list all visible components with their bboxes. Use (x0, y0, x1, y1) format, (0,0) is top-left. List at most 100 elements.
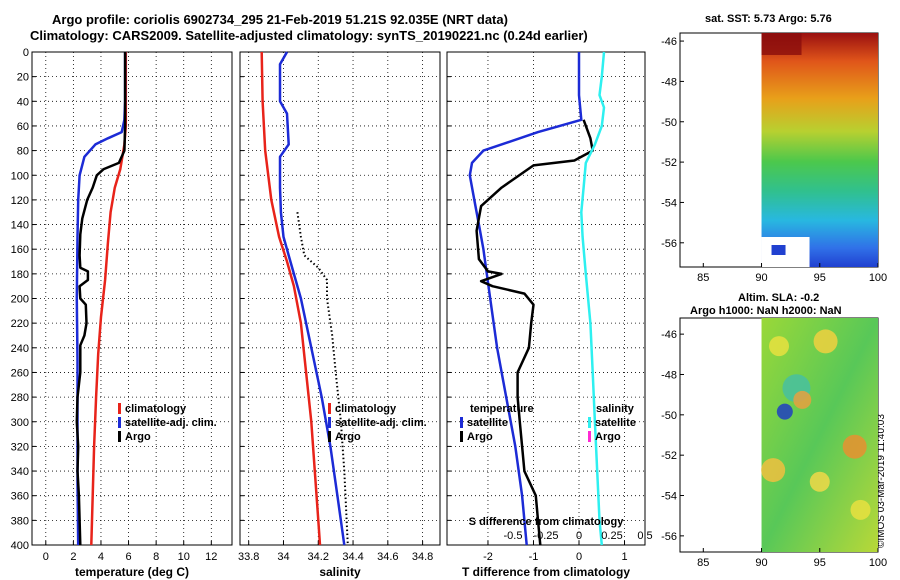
x-tick-label: 34.8 (412, 551, 433, 563)
x-tick-label: 0 (43, 551, 49, 563)
map-lat-label: -48 (661, 76, 677, 88)
sla-feature (842, 434, 867, 459)
map-lat-label: -46 (661, 36, 677, 48)
map-lat-label: -56 (661, 238, 677, 250)
legend-swatch (460, 431, 463, 442)
series-line-argo (75, 52, 127, 546)
y-tick-label: 400 (11, 540, 29, 552)
map-lon-label: 95 (814, 557, 826, 569)
legend-swatch (328, 417, 331, 428)
sla-map-title-2: Argo h1000: NaN h2000: NaN (690, 305, 842, 317)
x-tick-label: 4 (98, 551, 104, 563)
series-line-temperature-argo (475, 119, 594, 546)
legend-label: Argo (335, 431, 361, 443)
y-tick-label: 200 (11, 294, 29, 306)
sla-feature (813, 329, 838, 354)
legend-swatch (328, 431, 331, 442)
y-tick-label: 320 (11, 441, 29, 453)
x-tick-label: 1 (621, 551, 627, 563)
map-lon-label: 100 (869, 557, 887, 569)
legend-heading: temperature (470, 403, 534, 415)
map-lat-label: -50 (661, 410, 677, 422)
legend-swatch (588, 417, 591, 428)
map-lon-label: 85 (697, 557, 709, 569)
sla-feature (809, 471, 830, 492)
y-tick-label: 160 (11, 244, 29, 256)
legend-label: Argo (125, 431, 151, 443)
series-line-satellite-adj-clim- (278, 51, 346, 546)
y-tick-label: 120 (11, 195, 29, 207)
sst-field (761, 33, 878, 267)
x-tick-label: -2 (483, 551, 493, 563)
y-tick-label: 60 (17, 121, 29, 133)
map-lat-label: -48 (661, 369, 677, 381)
y-tick-label: 260 (11, 367, 29, 379)
sla-feature (776, 403, 793, 420)
legend-swatch (460, 417, 463, 428)
title-line-2: Climatology: CARS2009. Satellite-adjuste… (30, 28, 588, 43)
x-tick-label: 34.6 (377, 551, 398, 563)
y-tick-label: 340 (11, 466, 29, 478)
y-tick-label: 380 (11, 515, 29, 527)
legend-swatch (118, 431, 121, 442)
map-lat-label: -54 (661, 491, 677, 503)
map-lon-label: 95 (814, 272, 826, 284)
x-axis-label: temperature (deg C) (75, 565, 189, 579)
map-lon-label: 100 (869, 272, 887, 284)
map-lat-label: -52 (661, 450, 677, 462)
sla-feature (850, 499, 871, 520)
series-line-argo (296, 212, 349, 546)
x-tick-label: 34 (277, 551, 289, 563)
legend-label: satellite (467, 417, 508, 429)
x-tick-label: 34.4 (342, 551, 363, 563)
y-tick-label: 40 (17, 96, 29, 108)
s-tick-label: 0 (576, 530, 582, 542)
y-tick-label: 0 (23, 47, 29, 59)
map-lat-label: -50 (661, 117, 677, 129)
y-tick-label: 140 (11, 220, 29, 232)
sst-warm-patch (761, 33, 802, 55)
sst-map-title: sat. SST: 5.73 Argo: 5.76 (705, 13, 832, 25)
s-tick-label: -0.5 (504, 530, 523, 542)
x-tick-label: 34.2 (308, 551, 329, 563)
x-tick-label: 10 (178, 551, 190, 563)
map-lon-label: 90 (755, 557, 767, 569)
salinity-panel: 33.8 34 34.2 34.4 34.6 34.8 salinity climatolog… (238, 51, 441, 579)
legend-swatch (328, 403, 331, 414)
legend-label: Argo (595, 431, 621, 443)
legend-label: satellite (595, 417, 636, 429)
x-tick-label: -1 (529, 551, 539, 563)
sla-feature (769, 336, 789, 357)
map-lon-label: 85 (697, 272, 709, 284)
legend-label: satellite-adj. clim. (125, 417, 217, 429)
legend-label: climatology (335, 403, 397, 415)
temperature-panel: 0 2 4 6 8 10 120204060801001201401601802002202… (11, 47, 233, 579)
legend-heading: salinity (596, 403, 635, 415)
map-lat-label: -56 (661, 531, 677, 543)
x-axis-label: T difference from climatology (462, 565, 630, 579)
satellite-maps: -46 -48 -50 -52 -54 -56 85 90 95 100 -46 -48 -50 -52 -… (661, 32, 887, 569)
sla-feature (793, 390, 812, 409)
series-line-salinity-satellite (580, 51, 606, 546)
difference-panel: -2 -1 0 1 T difference from climatology tempe… (446, 51, 653, 579)
y-tick-label: 20 (17, 72, 29, 84)
x-tick-label: 8 (153, 551, 159, 563)
y-tick-label: 100 (11, 170, 29, 182)
sla-feature (761, 458, 786, 483)
y-tick-label: 360 (11, 491, 29, 503)
sst-cold-patch (771, 245, 786, 255)
series-line-climatology (260, 51, 322, 546)
y-tick-label: 280 (11, 392, 29, 404)
legend-label: satellite-adj. clim. (335, 417, 427, 429)
x-tick-label: 12 (205, 551, 217, 563)
map-lon-label: 90 (755, 272, 767, 284)
s-tick-label: 0.25 (601, 530, 622, 542)
y-tick-label: 220 (11, 318, 29, 330)
x-tick-label: 33.8 (238, 551, 259, 563)
legend-swatch (118, 417, 121, 428)
s-axis-label: S difference from climatology (469, 516, 625, 528)
x-tick-label: 6 (125, 551, 131, 563)
sla-map-title-1: Altim. SLA: -0.2 (738, 292, 820, 304)
x-tick-label: 2 (70, 551, 76, 563)
